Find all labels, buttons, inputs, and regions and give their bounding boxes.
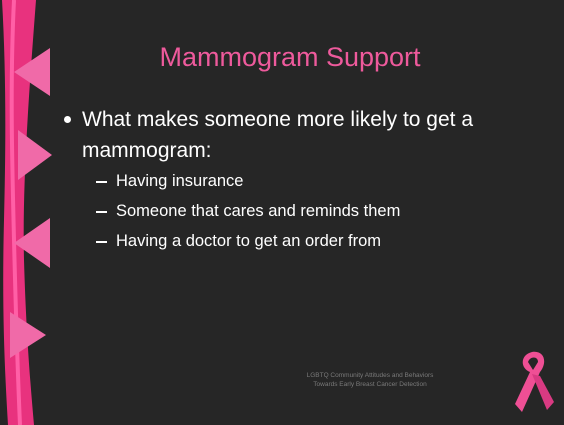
ribbon-icon <box>515 352 554 412</box>
footer-line: LGBTQ Community Attitudes and Behaviors <box>300 371 440 380</box>
slide: Mammogram Support What makes someone mor… <box>0 0 564 425</box>
bullet: What makes someone more likely to get a … <box>62 104 542 166</box>
content: What makes someone more likely to get a … <box>62 104 542 256</box>
sub-bullet: Having insurance <box>62 166 542 196</box>
sub-bullet: Someone that cares and reminds them <box>62 196 542 226</box>
triangle <box>18 130 52 180</box>
slide-title: Mammogram Support <box>60 42 520 73</box>
sub-bullet: Having a doctor to get an order from <box>62 226 542 256</box>
footer-line: Towards Early Breast Cancer Detection <box>300 380 440 389</box>
